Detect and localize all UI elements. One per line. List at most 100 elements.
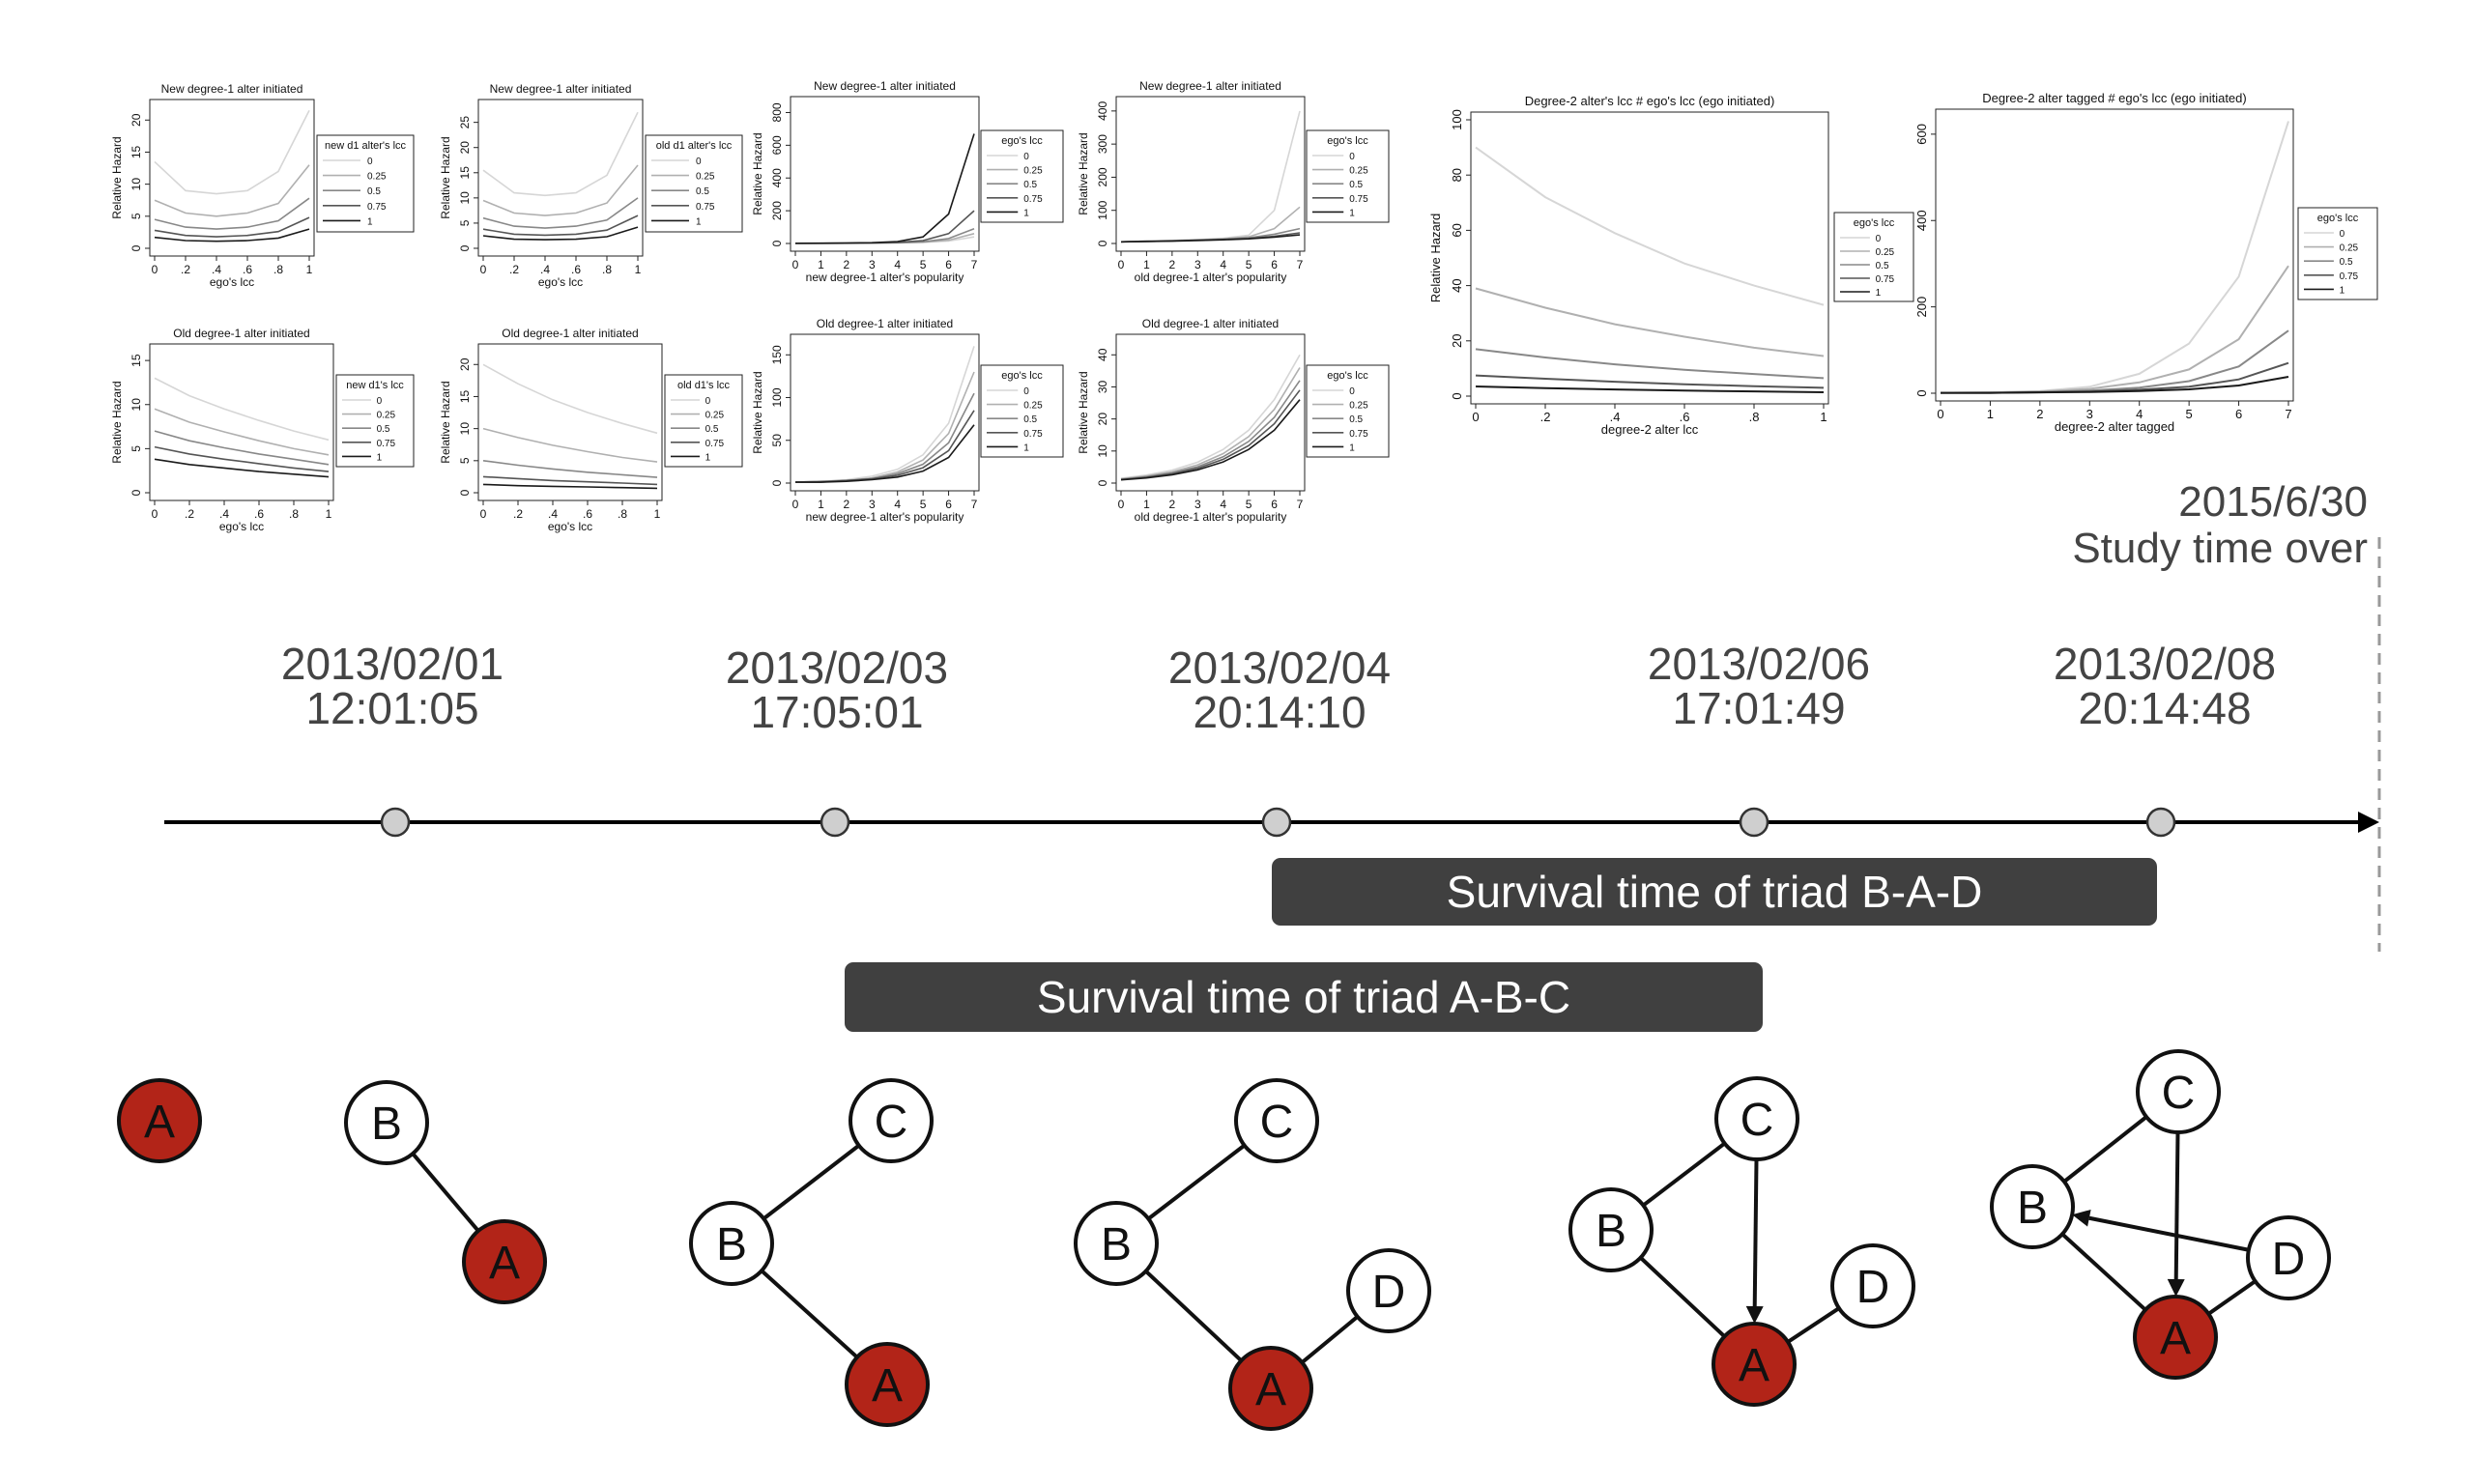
x-tick-label: 3	[869, 258, 876, 271]
plot-frame	[790, 333, 980, 492]
hazard-chart-1: New degree-1 alter initiated 0 .2 .4 .6 .8 1 eg…	[110, 82, 415, 289]
event-date: 2013/02/08	[2053, 639, 2277, 689]
legend-label: 0.25	[2340, 243, 2359, 254]
legend-label: 0	[377, 396, 383, 407]
legend-box	[1833, 212, 1914, 302]
x-tick-label: 2	[844, 258, 850, 271]
series-line	[154, 228, 310, 243]
x-tick-label: 2	[2036, 407, 2043, 421]
x-tick-label: .6	[243, 263, 252, 276]
x-tick-label: 0	[792, 498, 799, 511]
x-tick-label: 6	[945, 258, 952, 271]
timeline-arrowhead	[2358, 812, 2379, 833]
hazard-chart-5: Old degree-1 alter initiated 0 .2 .4 .6 .8 1 eg…	[110, 327, 415, 533]
series-line	[795, 424, 975, 483]
legend-label: 1	[1349, 442, 1355, 453]
y-tick-label: 5	[129, 445, 143, 452]
legend-title: ego's lcc	[1854, 217, 1895, 229]
x-tick-label: 3	[869, 498, 876, 511]
series-line	[154, 430, 330, 466]
chart-title: Old degree-1 alter initiated	[173, 327, 309, 340]
timeline	[164, 537, 2381, 952]
y-tick-label: 40	[1450, 278, 1464, 292]
y-tick-label: 15	[129, 145, 143, 158]
plot-frame	[477, 343, 663, 501]
y-tick-label: 0	[129, 244, 143, 251]
legend-label: 0.75	[696, 202, 715, 213]
legend-label: 0.75	[1349, 429, 1368, 440]
y-tick-label: 0	[1450, 392, 1464, 399]
plot-frame	[1115, 96, 1306, 252]
series-line	[482, 164, 639, 216]
series-line	[794, 133, 975, 244]
y-tick-label: 100	[1450, 109, 1464, 130]
network-diagram-1: A	[117, 1078, 202, 1163]
y-tick-label: 100	[1096, 200, 1109, 219]
edge-line	[1144, 1270, 1243, 1362]
x-tick-label: 0	[480, 507, 487, 521]
series-line	[482, 214, 639, 237]
legend-box	[335, 374, 415, 468]
legend-label: 0	[1876, 234, 1882, 244]
y-tick-label: 200	[770, 201, 784, 220]
survival-bar-bad-label: Survival time of triad B-A-D	[1446, 867, 1983, 917]
node-c	[2136, 1049, 2221, 1134]
chart-title: New degree-1 alter initiated	[161, 82, 303, 96]
chart-title: Degree-2 alter's lcc # ego's lcc (ego in…	[1525, 94, 1775, 108]
legend-box	[1306, 129, 1390, 223]
x-tick-label: 5	[920, 498, 927, 511]
survival-bar-bad: Survival time of triad B-A-D	[1272, 858, 2157, 926]
y-tick-label: 600	[1914, 124, 1929, 145]
x-tick-label: 7	[1297, 498, 1304, 511]
node-b	[689, 1201, 774, 1286]
plot-frame	[1115, 333, 1306, 492]
hazard-chart-9: Degree-2 alter's lcc # ego's lcc (ego in…	[1428, 94, 1914, 437]
hazard-chart-10: Degree-2 alter tagged # ego's lcc (ego i…	[1914, 91, 2378, 434]
series-line	[1941, 376, 2289, 394]
x-tick-label: .6	[583, 507, 592, 521]
y-tick-label: 5	[458, 219, 472, 226]
y-tick-label: 400	[770, 168, 784, 187]
x-axis-label: degree-2 alter lcc	[1601, 422, 1699, 437]
hazard-chart-8: Old degree-1 alter initiated 0 1 2 3 4 5 6 7 old …	[1077, 317, 1390, 524]
node-label-a: A	[2160, 1313, 2191, 1364]
x-tick-label: .8	[273, 263, 283, 276]
node-label-c: C	[1740, 1095, 1774, 1146]
timeline-event-dot	[820, 807, 850, 838]
plot-frame	[1935, 108, 2294, 402]
legend-label: 0.75	[705, 439, 725, 449]
legend-label: 0.25	[1023, 166, 1043, 177]
node-d	[1346, 1248, 1431, 1333]
y-tick-label: 300	[1096, 134, 1109, 154]
x-tick-label: .4	[219, 507, 229, 521]
legend-label: 1	[696, 216, 702, 227]
timeline-event-dot	[1739, 807, 1769, 838]
x-axis-label: ego's lcc	[548, 520, 592, 533]
y-tick-label: 5	[129, 213, 143, 219]
node-b	[1990, 1164, 2075, 1249]
edge-line	[1786, 1306, 1841, 1344]
y-axis-label: Relative Hazard	[1077, 132, 1090, 214]
x-axis-label: degree-2 alter tagged	[2055, 419, 2174, 434]
plot-frame	[1470, 111, 1829, 405]
x-tick-label: 4	[894, 258, 901, 271]
event-date-3: 2013/02/04 20:14:10	[1115, 645, 1444, 734]
node-c	[849, 1078, 934, 1163]
x-tick-label: .2	[181, 263, 190, 276]
x-axis-label: ego's lcc	[538, 275, 583, 289]
node-label-c: C	[875, 1097, 908, 1148]
x-tick-label: .4	[548, 507, 558, 521]
legend-label: 0.75	[2340, 271, 2359, 282]
legend-label: 0.25	[1023, 401, 1043, 412]
series-line	[1120, 399, 1301, 481]
series-line	[1475, 287, 1825, 357]
y-tick-label: 30	[1096, 380, 1109, 393]
legend-label: 1	[1349, 208, 1355, 218]
node-b	[1074, 1201, 1159, 1286]
chart-title: Old degree-1 alter initiated	[817, 317, 953, 330]
y-tick-label: 400	[1914, 210, 1929, 231]
x-tick-label: 7	[2285, 407, 2291, 421]
legend-label: 0	[1023, 386, 1029, 397]
